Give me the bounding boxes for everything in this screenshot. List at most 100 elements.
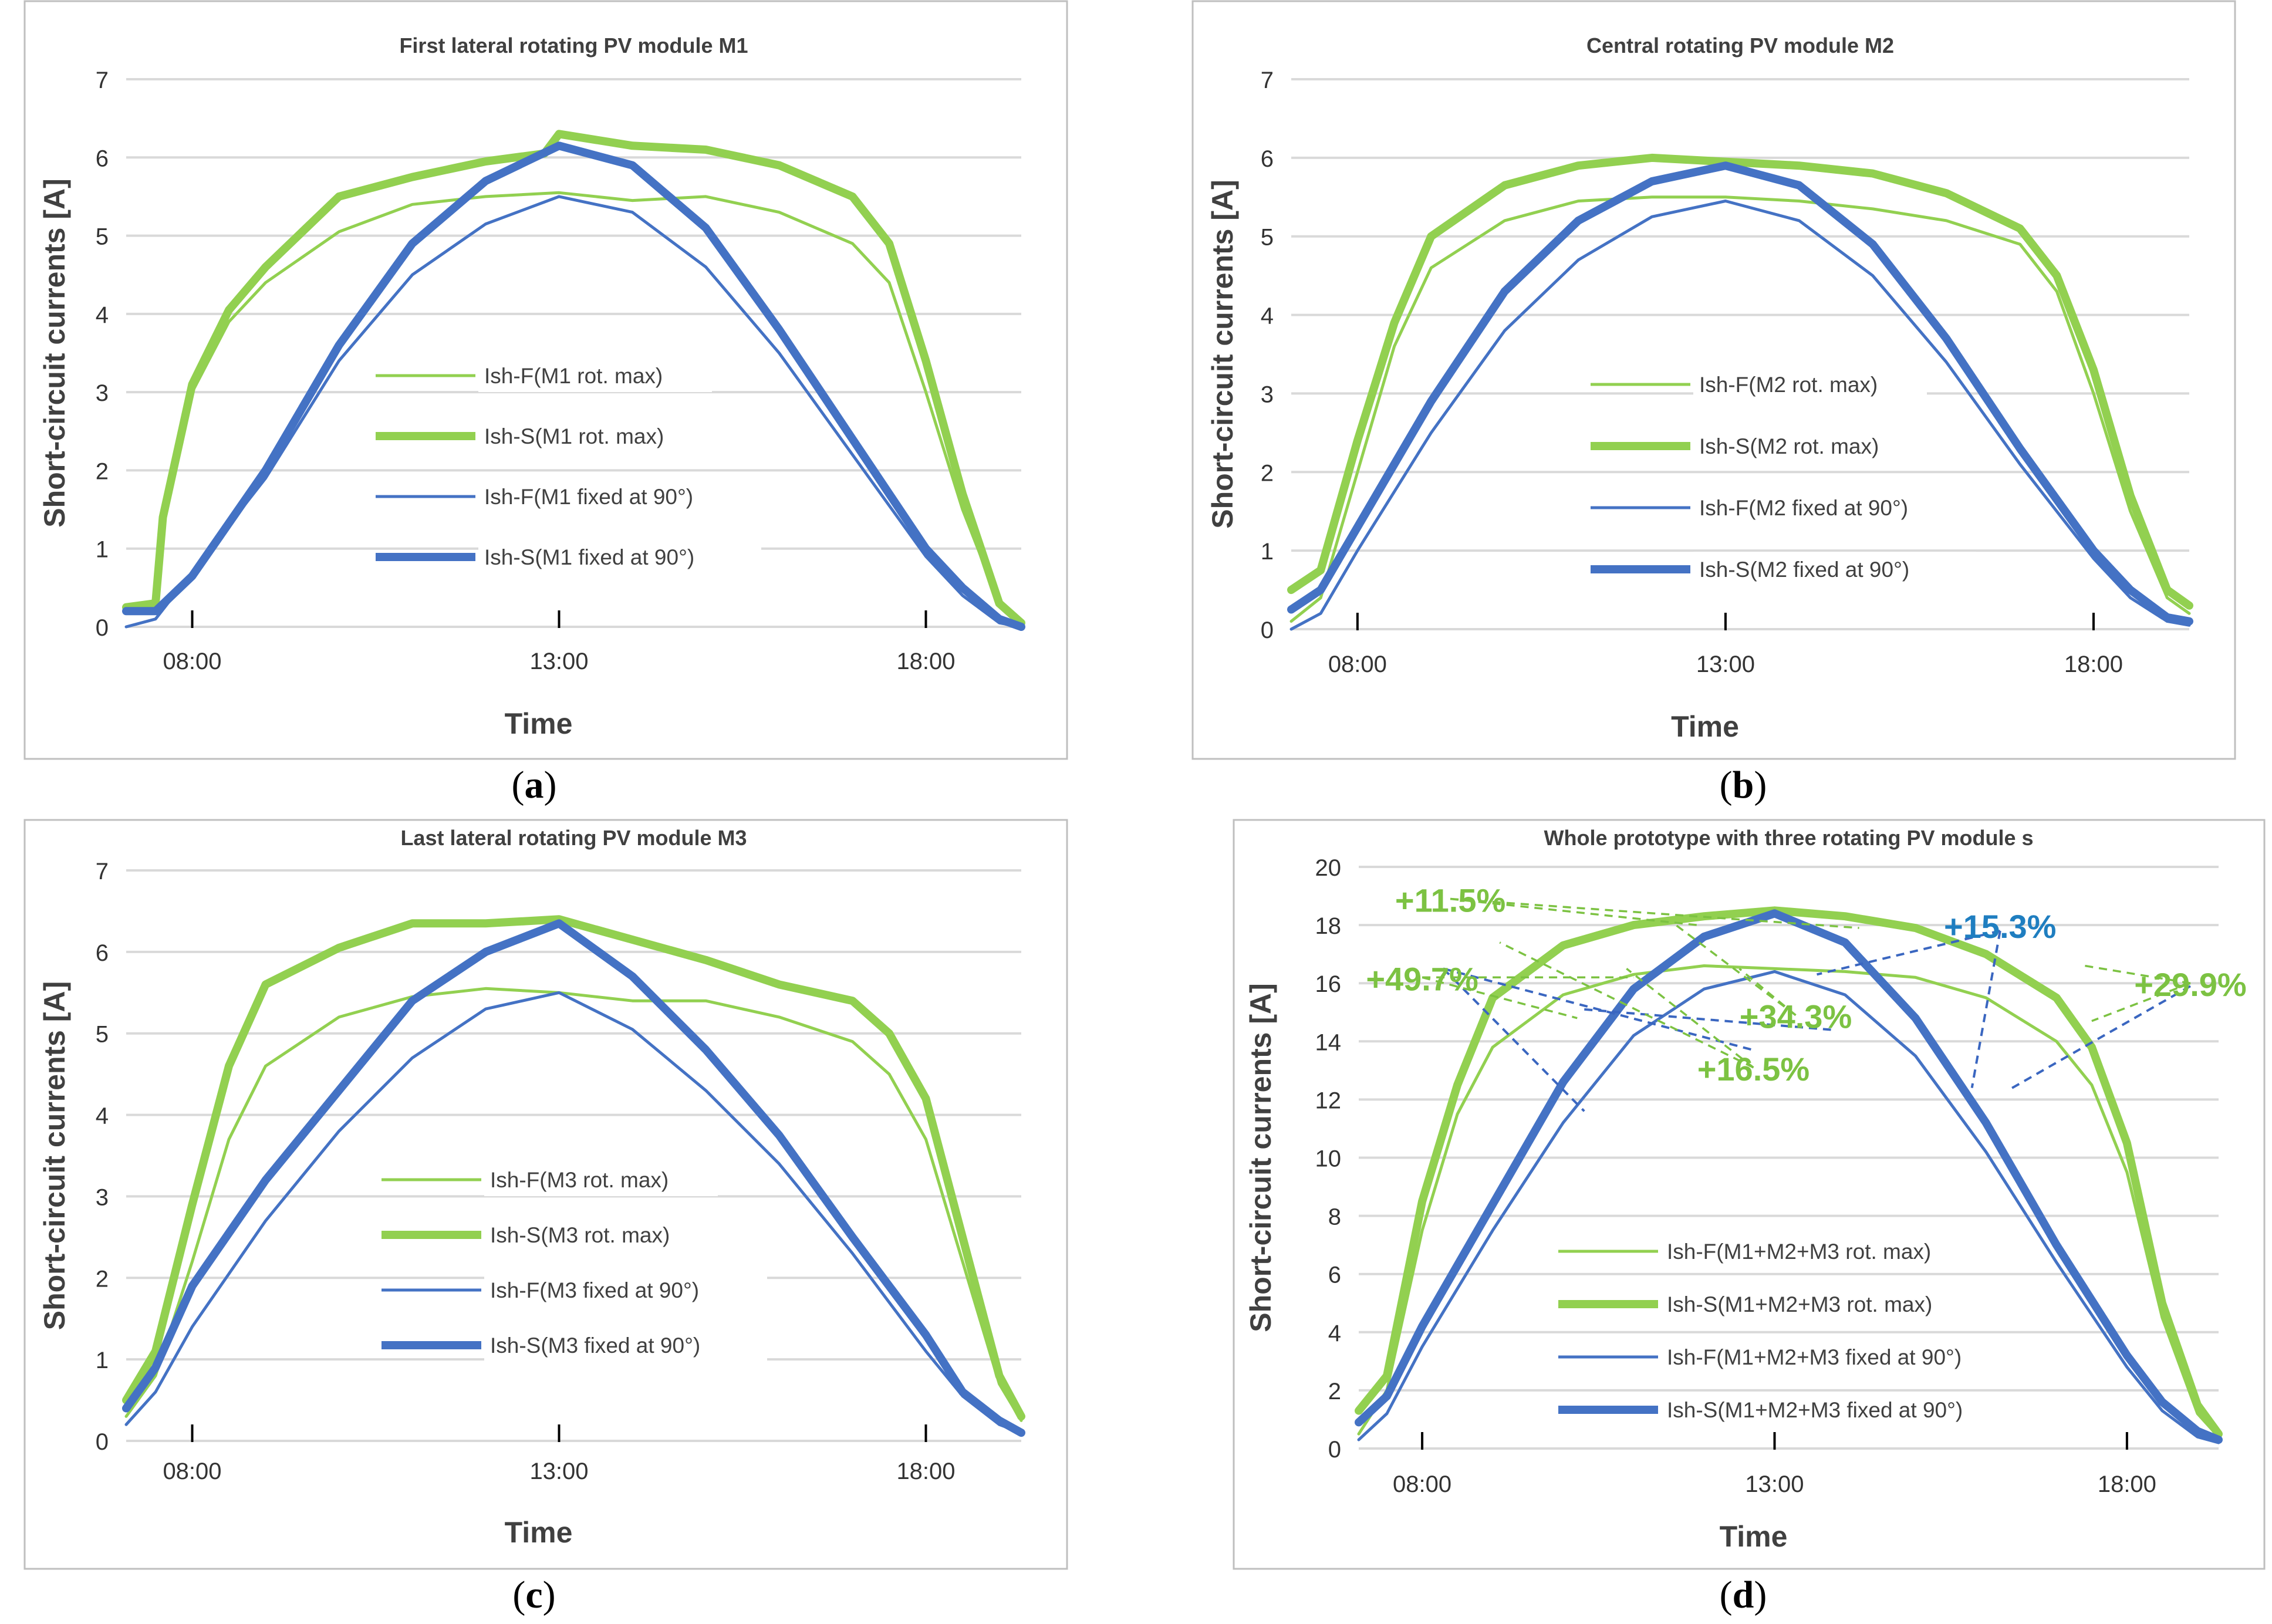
- legend-label: Ish-F(M2 fixed at 90°): [1699, 496, 1908, 520]
- annotation-leader-green: [2091, 982, 2191, 1022]
- series-line-2: [122, 130, 1025, 627]
- legend-label: Ish-S(M1 rot. max): [484, 424, 664, 448]
- x-tick-label: 13:00: [1745, 1471, 1804, 1497]
- x-tick-label: 13:00: [529, 649, 588, 674]
- y-tick-label: 6: [1261, 146, 1274, 172]
- y-tick-label: 4: [96, 302, 109, 328]
- legend-bg: [1693, 490, 1976, 524]
- y-tick-label: 4: [1261, 303, 1274, 329]
- legend-bg: [484, 1328, 767, 1362]
- annotation-leader-green: [1675, 924, 1797, 1017]
- y-tick-label: 14: [1315, 1029, 1342, 1055]
- x-axis-label: Time: [505, 707, 573, 740]
- annotation-label: +34.3%: [1740, 998, 1852, 1035]
- series-line-4: [122, 919, 1025, 1437]
- y-axis-label: Short-circuit currents [A]: [38, 178, 71, 528]
- annotation-leader-green: [2084, 964, 2191, 984]
- y-tick-label: 20: [1315, 855, 1342, 881]
- legend-label: Ish-F(M1+M2+M3 fixed at 90°): [1667, 1345, 1962, 1369]
- chart-d: 0 2 4 6 8 10 12 14 16 18 20 08:00 13:00 18:00 Whole pr…: [1233, 819, 2266, 1570]
- annotation-label: +29.9%: [2134, 966, 2247, 1003]
- legend-label: Ish-S(M3 fixed at 90°): [490, 1333, 700, 1358]
- chart-b: 0 1 2 3 4 5 6 7 08:00 13:00 18:00 Central rotating …: [1191, 0, 2236, 760]
- chart-title: First lateral rotating PV module M1: [399, 33, 748, 58]
- panel-label-c: (c): [512, 1574, 556, 1616]
- annotation-leader-green: [1499, 941, 1754, 1069]
- panel-label-b: (b): [1719, 764, 1767, 806]
- y-tick-label: 0: [96, 615, 109, 641]
- y-tick-label: 0: [1328, 1437, 1341, 1463]
- y-tick-label: 3: [1261, 381, 1274, 407]
- annotation-leader-green: [1626, 968, 1754, 1069]
- annotation-leader-green: [1450, 897, 1859, 929]
- legend-label: Ish-S(M3 rot. max): [490, 1223, 670, 1247]
- chart-frame: [1233, 819, 2266, 1570]
- panel-d: 0 2 4 6 8 10 12 14 16 18 20 08:00 13:00 18:00 Whole pr…: [1233, 819, 2266, 1570]
- y-tick-label: 1: [1261, 539, 1274, 565]
- legend-bg: [1693, 552, 1976, 586]
- y-tick-label: 1: [96, 537, 109, 563]
- chart-title: Last lateral rotating PV module M3: [400, 826, 747, 850]
- annotation-leader-blue: [1817, 930, 2001, 976]
- y-tick-label: 2: [96, 1266, 109, 1292]
- legend-label: Ish-F(M1 rot. max): [484, 364, 663, 388]
- series-line-3: [1289, 200, 2191, 631]
- x-tick-label: 08:00: [1393, 1471, 1451, 1497]
- y-tick-label: 3: [96, 1184, 109, 1210]
- series-line-4: [1287, 161, 2193, 626]
- series-line-1: [1357, 964, 2220, 1439]
- annotation-leader-blue: [1443, 967, 1754, 1052]
- y-tick-label: 6: [96, 146, 109, 171]
- legend-label: Ish-F(M1+M2+M3 rot. max): [1667, 1240, 1931, 1264]
- y-tick-label: 6: [1328, 1262, 1341, 1288]
- y-tick-label: 7: [1261, 67, 1274, 93]
- legend-label: Ish-F(M3 fixed at 90°): [490, 1278, 699, 1302]
- panel-b: 0 1 2 3 4 5 6 7 08:00 13:00 18:00 Central rotating …: [1191, 0, 2236, 760]
- chart-title: Whole prototype with three rotating PV m…: [1544, 826, 2033, 850]
- annotation-leader-blue: [1442, 968, 1585, 1112]
- series-line-2: [122, 915, 1025, 1421]
- panel-label-d: (d): [1719, 1574, 1767, 1616]
- x-tick-label: 08:00: [163, 649, 221, 674]
- y-tick-label: 7: [96, 67, 109, 93]
- x-axis-label: Time: [505, 1516, 573, 1549]
- y-tick-label: 5: [1261, 225, 1274, 251]
- legend-bg: [1661, 1287, 1969, 1321]
- legend-bg: [1661, 1234, 1969, 1268]
- annotation-label: +11.5%: [1395, 882, 1505, 919]
- chart-a: 0 1 2 3 4 5 6 7 08:00 13:00 18:00 First lateral rot…: [23, 0, 1068, 760]
- series-line-1: [1289, 195, 2191, 623]
- x-axis-label: Time: [1720, 1520, 1788, 1553]
- x-tick-label: 13:00: [1696, 651, 1755, 677]
- annotation-label: +16.5%: [1697, 1051, 1810, 1088]
- chart-c: 0 1 2 3 4 5 6 7 08:00 13:00 18:00 Last lateral rota…: [23, 819, 1068, 1570]
- x-tick-label: 08:00: [163, 1458, 221, 1484]
- y-tick-label: 1: [96, 1348, 109, 1373]
- y-tick-label: 5: [96, 224, 109, 250]
- annotation-leader-blue: [2006, 985, 2191, 1092]
- series-line-2: [1287, 153, 2193, 610]
- chart-title: Central rotating PV module M2: [1586, 33, 1894, 58]
- legend-bg: [484, 1217, 718, 1251]
- annotation-leader-green: [1738, 968, 1797, 1017]
- series-line-4: [122, 141, 1025, 631]
- legend-label: Ish-S(M2 fixed at 90°): [1699, 558, 1909, 582]
- series-line-3: [124, 991, 1023, 1434]
- x-tick-label: 18:00: [2098, 1471, 2156, 1497]
- series-line-3: [1357, 970, 2220, 1444]
- annotation-leader-green: [1422, 976, 1578, 1019]
- y-tick-label: 18: [1315, 913, 1342, 939]
- y-tick-label: 2: [96, 458, 109, 484]
- legend-bg: [1693, 367, 1927, 401]
- legend-bg: [478, 418, 712, 453]
- y-tick-label: 7: [96, 859, 109, 884]
- y-axis-label: Short-circuit currents [A]: [1244, 983, 1277, 1332]
- y-tick-label: 3: [96, 380, 109, 406]
- legend-label: Ish-F(M2 rot. max): [1699, 373, 1878, 397]
- series-line-1: [124, 987, 1023, 1422]
- legend-bg: [1661, 1392, 2018, 1426]
- legend-bg: [484, 1272, 767, 1306]
- y-tick-label: 0: [1261, 617, 1274, 643]
- y-tick-label: 4: [96, 1103, 109, 1129]
- x-tick-label: 18:00: [2064, 651, 2123, 677]
